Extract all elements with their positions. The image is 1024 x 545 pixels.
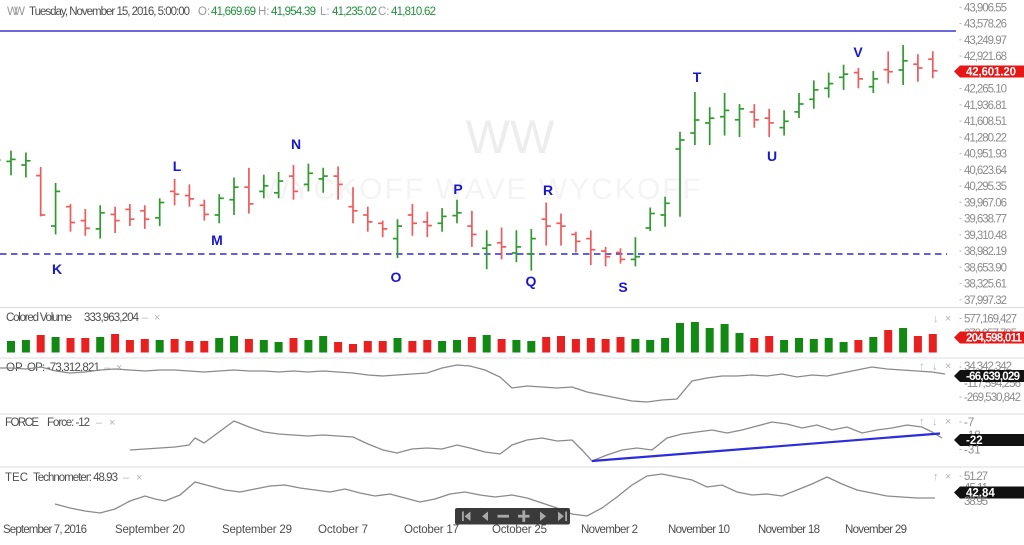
svg-text:September 29: September 29 [222, 524, 292, 536]
svg-text:WW: WW [466, 110, 555, 163]
svg-text:–: – [142, 312, 149, 324]
svg-text:FORCE: FORCE [5, 417, 39, 429]
svg-text:October 7: October 7 [318, 524, 368, 536]
svg-text:×: × [136, 472, 142, 484]
svg-text:-66,639,029: -66,639,029 [966, 371, 1020, 383]
svg-text:H:: H: [258, 6, 270, 18]
svg-text:↓: ↓ [933, 313, 939, 325]
svg-text:O: O [391, 269, 402, 285]
svg-text:41,954.39: 41,954.39 [271, 6, 316, 18]
svg-text:↑: ↑ [919, 361, 925, 373]
svg-text:38.95: 38.95 [964, 496, 988, 508]
svg-text:November 2: November 2 [581, 524, 638, 536]
svg-text:40,951.93: 40,951.93 [964, 149, 1007, 161]
svg-text:-7: -7 [964, 417, 974, 429]
svg-text:41,669.69: 41,669.69 [211, 6, 256, 18]
svg-text:39,967.06: 39,967.06 [964, 197, 1007, 209]
svg-text:U: U [767, 148, 777, 164]
svg-text:42.84: 42.84 [966, 488, 995, 500]
svg-text:40,623.64: 40,623.64 [964, 165, 1008, 177]
svg-text:P: P [453, 181, 462, 197]
svg-text:37,997.32: 37,997.32 [964, 295, 1007, 307]
svg-text:42,921.68: 42,921.68 [964, 51, 1007, 63]
svg-text:T: T [693, 69, 702, 85]
svg-text:42,265.10: 42,265.10 [964, 84, 1007, 96]
svg-text:M: M [211, 232, 223, 248]
svg-text:×: × [116, 362, 122, 374]
svg-text:L: L [173, 158, 182, 174]
svg-text:×: × [945, 416, 951, 428]
svg-text:×: × [945, 471, 951, 483]
svg-text:43,906.55: 43,906.55 [964, 2, 1007, 14]
svg-text:×: × [109, 417, 115, 429]
svg-text:41,235.02: 41,235.02 [332, 6, 377, 18]
svg-text:September 7, 2016: September 7, 2016 [3, 524, 87, 536]
svg-text:40,295.35: 40,295.35 [964, 181, 1007, 193]
svg-text:↑: ↑ [919, 416, 925, 428]
svg-text:↓: ↓ [932, 361, 938, 373]
svg-text:WW: WW [7, 6, 25, 18]
svg-text:September 20: September 20 [115, 524, 185, 536]
svg-text:November 18: November 18 [758, 524, 820, 536]
svg-text:L:: L: [320, 6, 330, 18]
svg-text:-269,530,842: -269,530,842 [964, 392, 1021, 404]
svg-text:41,608.51: 41,608.51 [964, 116, 1007, 128]
svg-text:S: S [618, 279, 627, 295]
svg-text:TEC: TEC [5, 472, 28, 484]
svg-text:42,601.20: 42,601.20 [966, 67, 1016, 79]
svg-text:41,280.22: 41,280.22 [964, 132, 1007, 144]
svg-text:OP: -73,312,821: OP: -73,312,821 [27, 362, 100, 374]
svg-text:October 25: October 25 [492, 524, 547, 536]
svg-text:51.27: 51.27 [964, 471, 988, 483]
svg-text:38,325.61: 38,325.61 [964, 279, 1007, 291]
svg-text:×: × [945, 361, 951, 373]
svg-text:November 10: November 10 [668, 524, 730, 536]
svg-text:Colored Volume: Colored Volume [6, 312, 72, 324]
svg-text:October 17: October 17 [404, 524, 459, 536]
svg-text:N: N [291, 136, 301, 152]
svg-text:39,310.48: 39,310.48 [964, 230, 1007, 242]
svg-text:38,982.19: 38,982.19 [964, 246, 1007, 258]
svg-text:↓: ↓ [932, 416, 938, 428]
svg-text:×: × [945, 313, 951, 325]
svg-text:Technometer: 48.93: Technometer: 48.93 [33, 472, 118, 484]
svg-text:43,249.97: 43,249.97 [964, 35, 1007, 47]
svg-text:–: – [123, 472, 130, 484]
svg-text:–: – [96, 417, 103, 429]
svg-text:41,810.62: 41,810.62 [391, 6, 436, 18]
svg-text:November 29: November 29 [845, 524, 907, 536]
svg-text:39,638.77: 39,638.77 [964, 214, 1007, 226]
svg-text:Force: -12: Force: -12 [47, 417, 90, 429]
svg-text:-22: -22 [966, 435, 983, 447]
svg-text:41,936.81: 41,936.81 [964, 100, 1007, 112]
svg-text:43,578.26: 43,578.26 [964, 19, 1007, 31]
svg-text:-31: -31 [964, 445, 981, 457]
svg-text:WYCKOFF WAVE WYCKOFF: WYCKOFF WAVE WYCKOFF [261, 173, 703, 206]
svg-text:577,169,427: 577,169,427 [964, 314, 1017, 326]
svg-text:×: × [154, 312, 160, 324]
svg-text:K: K [52, 261, 62, 277]
svg-text:204,598,011: 204,598,011 [966, 333, 1023, 345]
svg-text:O:: O: [198, 6, 210, 18]
svg-text:Q: Q [526, 273, 537, 289]
svg-text:R: R [543, 182, 553, 198]
svg-text:V: V [853, 44, 863, 60]
svg-text:Tuesday, November 15, 2016, 5:: Tuesday, November 15, 2016, 5:00:00 [29, 6, 190, 18]
svg-text:C:: C: [378, 6, 390, 18]
svg-text:38,653.90: 38,653.90 [964, 262, 1007, 274]
svg-text:–: – [104, 362, 111, 374]
svg-text:333,963,204: 333,963,204 [84, 312, 140, 324]
svg-text:↑: ↑ [933, 471, 939, 483]
